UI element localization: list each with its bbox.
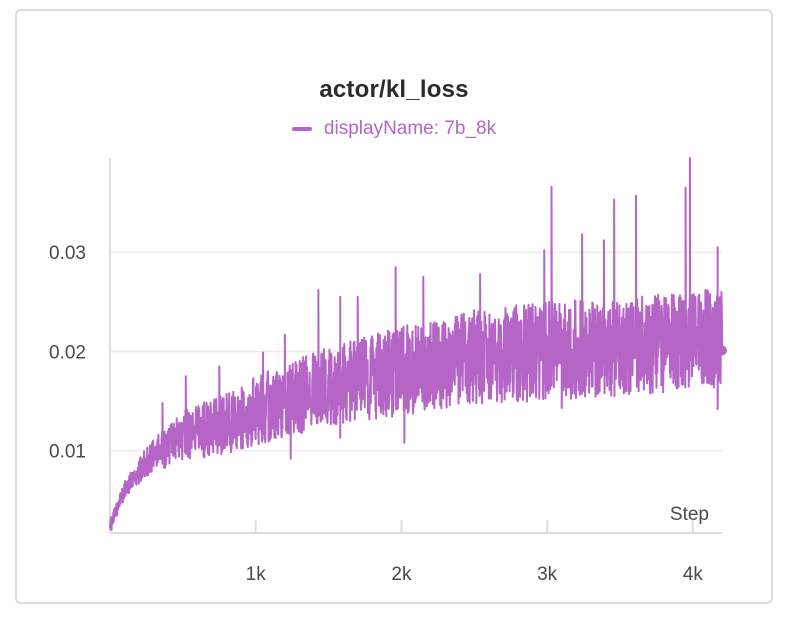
y-tick-label: 0.02 [49,342,86,363]
legend-label: displayName: 7b_8k [323,118,497,139]
legend[interactable]: displayName: 7b_8k [0,118,788,140]
legend-swatch [291,127,312,131]
x-tick-label: 2k [391,564,412,585]
chart-title: actor/kl_loss [319,76,469,103]
x-axis-title: Step [670,504,709,525]
x-tick-label: 1k [246,564,267,585]
series-line [109,157,723,532]
tick-labels: 0.01 0.02 0.03 1k 2k 3k 4k Step [49,243,709,585]
series-layer [109,157,727,532]
last-value-point [717,345,727,356]
y-tick-label: 0.03 [49,243,86,264]
axes [109,158,722,534]
y-tick-label: 0.01 [49,442,86,463]
x-tick-label: 4k [683,564,704,585]
x-tick-label: 3k [537,564,558,585]
